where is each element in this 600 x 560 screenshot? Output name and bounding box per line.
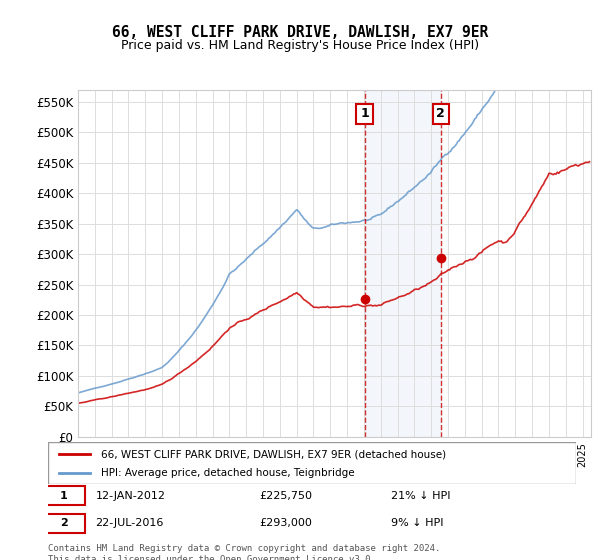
Text: HPI: Average price, detached house, Teignbridge: HPI: Average price, detached house, Teig… (101, 468, 355, 478)
Text: 22-JUL-2016: 22-JUL-2016 (95, 519, 164, 529)
Text: 66, WEST CLIFF PARK DRIVE, DAWLISH, EX7 9ER: 66, WEST CLIFF PARK DRIVE, DAWLISH, EX7 … (112, 25, 488, 40)
Text: Price paid vs. HM Land Registry's House Price Index (HPI): Price paid vs. HM Land Registry's House … (121, 39, 479, 52)
Text: £225,750: £225,750 (259, 491, 312, 501)
Text: 2: 2 (436, 108, 445, 120)
Text: 2: 2 (60, 519, 68, 529)
Text: 1: 1 (360, 108, 369, 120)
Text: 21% ↓ HPI: 21% ↓ HPI (391, 491, 451, 501)
Text: 12-JAN-2012: 12-JAN-2012 (95, 491, 166, 501)
Text: Contains HM Land Registry data © Crown copyright and database right 2024.
This d: Contains HM Land Registry data © Crown c… (48, 544, 440, 560)
FancyBboxPatch shape (43, 514, 85, 533)
Text: 66, WEST CLIFF PARK DRIVE, DAWLISH, EX7 9ER (detached house): 66, WEST CLIFF PARK DRIVE, DAWLISH, EX7 … (101, 449, 446, 459)
Text: 1: 1 (60, 491, 68, 501)
Bar (365, 90, 440, 437)
Text: £293,000: £293,000 (259, 519, 312, 529)
FancyBboxPatch shape (43, 487, 85, 505)
FancyBboxPatch shape (48, 442, 576, 484)
Text: 9% ↓ HPI: 9% ↓ HPI (391, 519, 444, 529)
